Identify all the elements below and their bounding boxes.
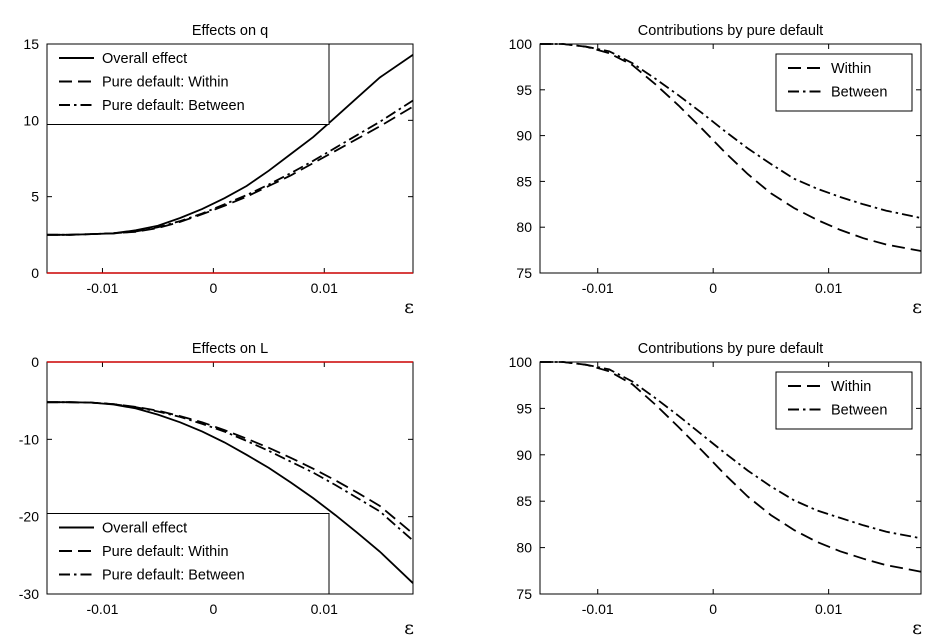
- chart-title: Contributions by pure default: [638, 341, 823, 357]
- y-tick-label: -10: [19, 431, 39, 447]
- legend-label: Pure default: Between: [102, 98, 245, 114]
- x-tick-label: 0: [209, 280, 217, 296]
- series-line: [47, 105, 414, 236]
- legend-label: Pure default: Between: [102, 568, 245, 584]
- x-tick-label: -0.01: [582, 280, 614, 296]
- x-tick-label: 0: [709, 280, 717, 296]
- legend-label: Within: [831, 379, 871, 395]
- chart-title: Effects on L: [192, 341, 268, 357]
- chart-panel: Contributions by pure default -0.01 0 0.01 7…: [509, 23, 922, 318]
- x-tick-label: 0: [209, 601, 217, 617]
- x-tick-label: 0: [709, 601, 717, 617]
- series-line: [540, 361, 922, 573]
- plot-area: [539, 43, 922, 274]
- y-tick-label: 85: [516, 173, 532, 189]
- legend: Within Between: [775, 371, 913, 430]
- legend-label: Overall effect: [102, 51, 187, 67]
- series-line: [540, 361, 922, 540]
- legend-label: Overall effect: [102, 521, 187, 537]
- x-axis-label: ε: [404, 617, 414, 639]
- chart-panel: Contributions by pure default -0.01 0 0.01 7…: [509, 341, 922, 639]
- y-tick-label: 75: [516, 586, 532, 602]
- y-tick-label: 90: [516, 128, 532, 144]
- y-tick-label: 0: [31, 265, 39, 281]
- legend-label: Between: [831, 403, 887, 419]
- legend-label: Within: [831, 61, 871, 77]
- y-tick-label: 100: [509, 354, 533, 370]
- legend-label: Pure default: Within: [102, 544, 229, 560]
- legend-label: Pure default: Within: [102, 75, 229, 91]
- y-tick-label: -20: [19, 509, 39, 525]
- legend-label: Between: [831, 85, 887, 101]
- series-line: [540, 43, 922, 252]
- chart-title: Effects on q: [192, 23, 268, 39]
- chart-title: Contributions by pure default: [638, 23, 823, 39]
- legend: Within Between: [775, 53, 913, 112]
- y-tick-label: 90: [516, 447, 532, 463]
- legend: Overall effect Pure default: Within Pure d…: [46, 513, 330, 595]
- legend-box: [775, 371, 913, 430]
- series-line: [47, 401, 414, 542]
- legend-box: [775, 53, 913, 112]
- x-tick-label: -0.01: [86, 280, 118, 296]
- y-tick-label: 80: [516, 219, 532, 235]
- y-tick-label: 0: [31, 354, 39, 370]
- y-tick-label: 10: [23, 112, 39, 128]
- y-tick-label: 15: [23, 36, 39, 52]
- x-axis-label: ε: [404, 296, 414, 318]
- plot-area: [539, 361, 922, 595]
- y-tick-label: -30: [19, 586, 39, 602]
- x-tick-label: 0.01: [311, 601, 338, 617]
- y-tick-label: 95: [516, 82, 532, 98]
- x-tick-label: -0.01: [86, 601, 118, 617]
- x-tick-label: -0.01: [582, 601, 614, 617]
- x-tick-label: 0.01: [311, 280, 338, 296]
- x-axis-label: ε: [912, 617, 922, 639]
- legend: Overall effect Pure default: Within Pure d…: [46, 43, 330, 125]
- series-line: [540, 43, 922, 219]
- chart-panel: Effects on L -0.01 0 0.01 -30 -20 -10 0 ε Overall…: [19, 341, 414, 639]
- series-line: [47, 99, 414, 236]
- y-tick-label: 75: [516, 265, 532, 281]
- y-tick-label: 5: [31, 189, 39, 205]
- chart-panel: Effects on q -0.01 0 0.01 0 5 10 15 ε Overall eff…: [23, 23, 414, 318]
- y-tick-label: 80: [516, 540, 532, 556]
- y-tick-label: 95: [516, 400, 532, 416]
- x-tick-label: 0.01: [815, 601, 842, 617]
- x-axis-label: ε: [912, 296, 922, 318]
- x-tick-label: 0.01: [815, 280, 842, 296]
- y-tick-label: 85: [516, 493, 532, 509]
- y-tick-label: 100: [509, 36, 533, 52]
